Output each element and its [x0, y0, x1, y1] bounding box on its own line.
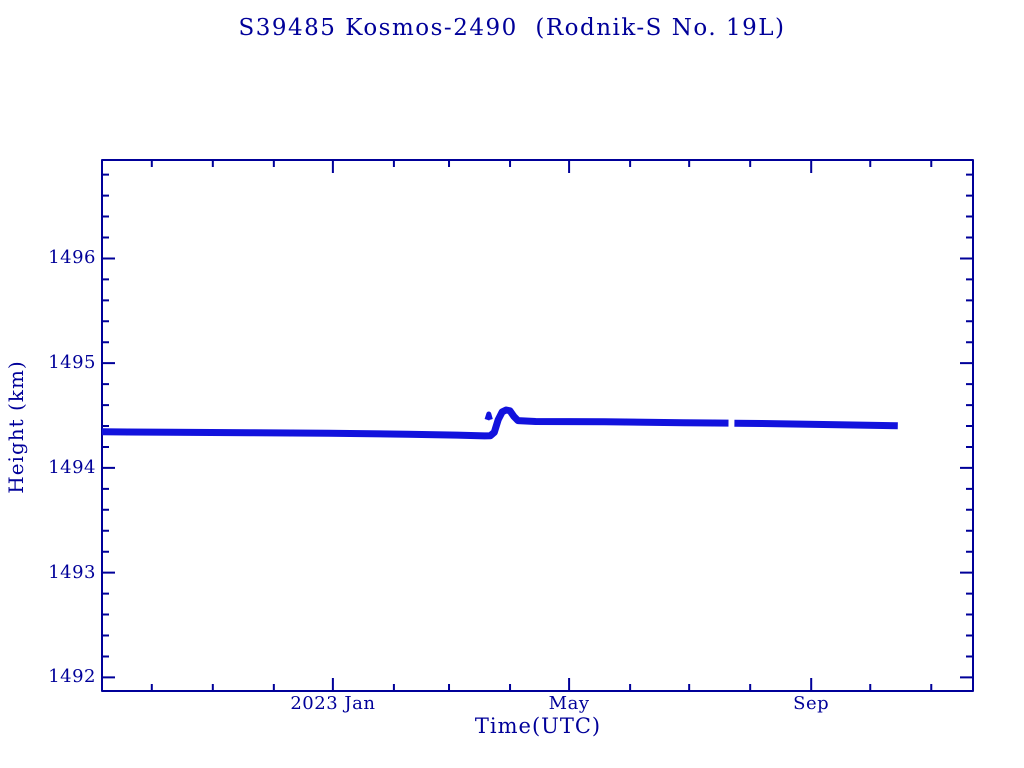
x-axis-label: Time(UTC): [474, 714, 602, 738]
x-tick-label: May: [548, 693, 590, 714]
x-tick-label: Sep: [793, 693, 830, 714]
data-series-height-segment-2: [734, 419, 898, 430]
data-series-height-segment-1: [101, 406, 729, 440]
y-tick-label: 1494: [48, 456, 96, 478]
x-tick-label: 2023 Jan: [290, 693, 376, 714]
chart-title: S39485 Kosmos-2490 (Rodnik-S No. 19L): [238, 15, 786, 41]
y-tick-label: 1495: [48, 352, 96, 374]
plot-border: [101, 159, 974, 692]
axis-ticks: [102, 160, 973, 691]
y-tick-label: 1492: [48, 666, 96, 688]
y-tick-label: 1493: [48, 561, 96, 583]
y-tick-label: 1496: [48, 247, 96, 269]
data-series-maneuver-outlier: [484, 411, 493, 421]
